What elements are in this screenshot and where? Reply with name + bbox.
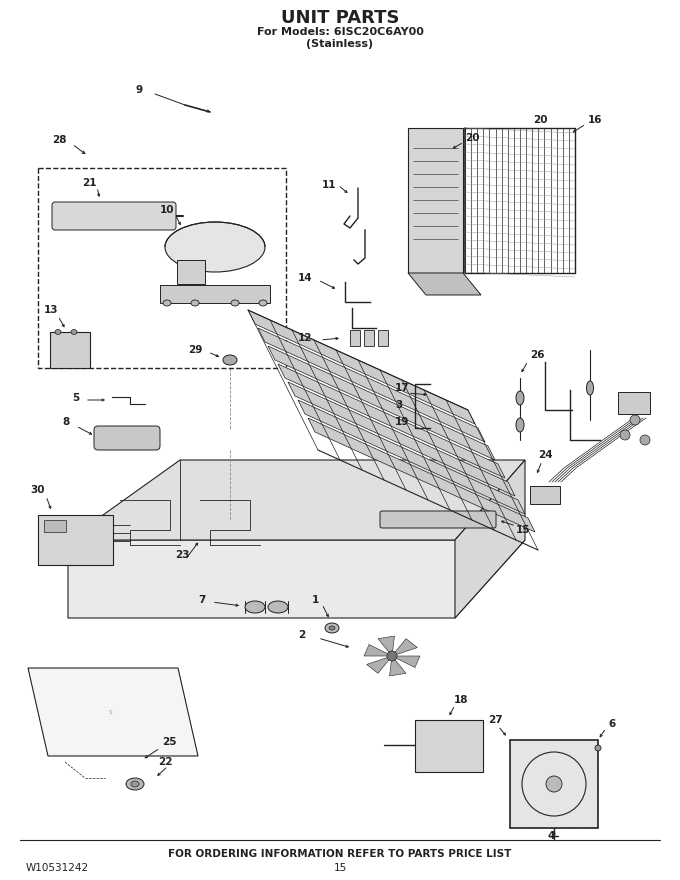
Text: 24: 24	[538, 450, 553, 460]
Text: 16: 16	[588, 115, 602, 125]
Ellipse shape	[595, 745, 601, 751]
Polygon shape	[367, 656, 392, 673]
Ellipse shape	[268, 601, 288, 613]
Text: 9: 9	[135, 85, 142, 95]
Text: 7: 7	[198, 595, 205, 605]
Polygon shape	[308, 418, 535, 532]
Polygon shape	[68, 540, 525, 618]
Bar	[408, 128, 463, 273]
Text: 5: 5	[72, 393, 80, 403]
Circle shape	[620, 430, 630, 440]
Circle shape	[630, 415, 640, 425]
Text: 28: 28	[52, 135, 67, 145]
Bar	[44, 520, 66, 532]
Ellipse shape	[516, 418, 524, 432]
Ellipse shape	[163, 300, 171, 306]
Text: 18: 18	[454, 695, 469, 705]
Polygon shape	[390, 656, 406, 676]
Text: 23: 23	[175, 550, 190, 560]
Text: 21: 21	[82, 178, 97, 188]
Bar	[350, 330, 360, 346]
Text: 6: 6	[608, 719, 615, 729]
FancyBboxPatch shape	[380, 511, 496, 528]
Ellipse shape	[126, 778, 144, 790]
Bar	[177, 260, 205, 284]
Ellipse shape	[325, 623, 339, 633]
Polygon shape	[68, 460, 525, 540]
Ellipse shape	[223, 355, 237, 365]
Text: 15: 15	[333, 863, 347, 873]
Polygon shape	[408, 273, 481, 295]
Bar	[510, 740, 598, 828]
Text: 30: 30	[30, 485, 44, 495]
Bar	[38, 515, 113, 565]
Bar	[38, 168, 286, 368]
Ellipse shape	[516, 391, 524, 405]
Polygon shape	[364, 644, 392, 656]
Text: 27: 27	[488, 715, 503, 725]
Text: FOR ORDERING INFORMATION REFER TO PARTS PRICE LIST: FOR ORDERING INFORMATION REFER TO PARTS …	[169, 849, 511, 859]
Text: 13: 13	[44, 305, 58, 315]
Circle shape	[640, 435, 650, 445]
Text: 15: 15	[516, 525, 530, 535]
Polygon shape	[248, 310, 475, 424]
Text: For Models: 6ISC20C6AY00: For Models: 6ISC20C6AY00	[256, 27, 424, 37]
Polygon shape	[28, 668, 198, 756]
Text: 1: 1	[312, 595, 319, 605]
Polygon shape	[378, 636, 394, 656]
Ellipse shape	[131, 781, 139, 787]
Ellipse shape	[329, 626, 335, 630]
Text: 25: 25	[162, 737, 177, 747]
Text: 4: 4	[548, 831, 556, 841]
Text: 26: 26	[530, 350, 545, 360]
Polygon shape	[392, 656, 420, 667]
Polygon shape	[455, 460, 525, 618]
Text: 10: 10	[160, 205, 175, 215]
Polygon shape	[288, 382, 515, 496]
Circle shape	[546, 776, 562, 792]
Text: 14: 14	[298, 273, 313, 283]
Text: 29: 29	[188, 345, 203, 355]
FancyBboxPatch shape	[94, 426, 160, 450]
Text: 19: 19	[395, 417, 409, 427]
Bar	[415, 720, 483, 772]
Text: 17: 17	[395, 383, 409, 393]
Text: 12: 12	[298, 333, 313, 343]
Circle shape	[387, 651, 397, 661]
Ellipse shape	[71, 329, 77, 334]
Polygon shape	[392, 639, 418, 656]
Text: 2: 2	[298, 630, 305, 640]
Bar	[618, 392, 650, 414]
Ellipse shape	[165, 222, 265, 272]
Ellipse shape	[586, 381, 594, 395]
Ellipse shape	[55, 329, 61, 334]
FancyBboxPatch shape	[52, 202, 176, 230]
Polygon shape	[278, 364, 505, 478]
Bar	[364, 330, 374, 346]
Ellipse shape	[245, 601, 265, 613]
Polygon shape	[298, 400, 525, 514]
Text: 8: 8	[62, 417, 69, 427]
Text: 20: 20	[465, 133, 479, 143]
Text: 20: 20	[532, 115, 547, 125]
Bar	[530, 486, 560, 504]
Text: 22: 22	[158, 757, 173, 767]
Text: 11: 11	[322, 180, 337, 190]
Bar	[378, 330, 388, 346]
Polygon shape	[268, 346, 495, 460]
Polygon shape	[258, 328, 485, 442]
Ellipse shape	[259, 300, 267, 306]
Text: UNIT PARTS: UNIT PARTS	[281, 9, 399, 27]
Text: s: s	[108, 709, 112, 715]
Ellipse shape	[231, 300, 239, 306]
Ellipse shape	[191, 300, 199, 306]
Bar	[50, 332, 90, 368]
Text: (Stainless): (Stainless)	[307, 39, 373, 49]
Text: 3: 3	[395, 400, 403, 410]
Text: W10531242: W10531242	[26, 863, 89, 873]
Polygon shape	[160, 285, 270, 303]
